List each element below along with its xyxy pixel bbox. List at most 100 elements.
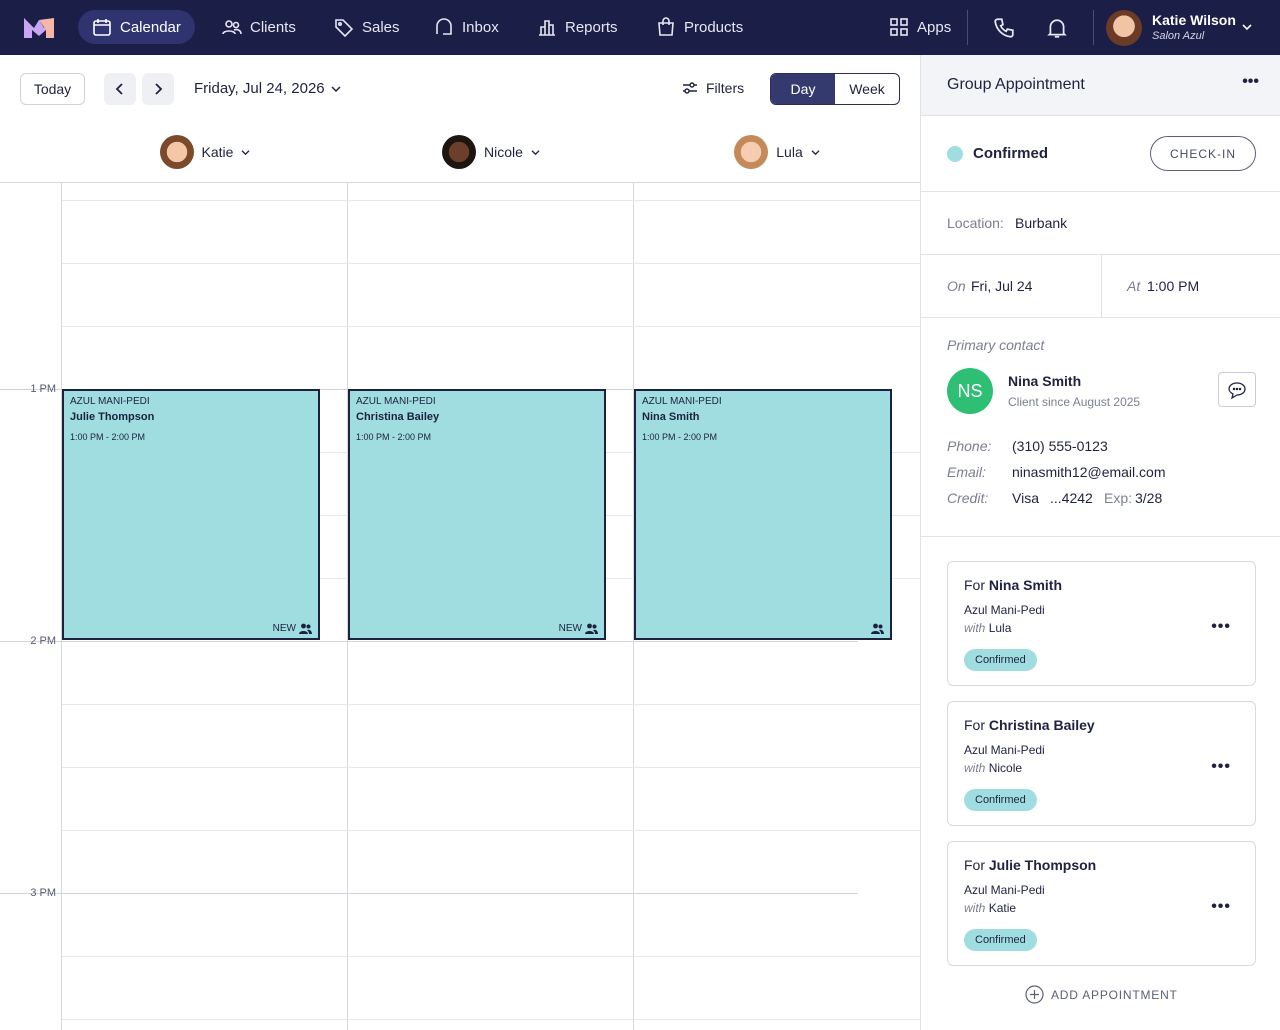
contact-initials: NS [947, 368, 993, 414]
status-label: Confirmed [973, 145, 1048, 162]
booking-card: For Christina Bailey Azul Mani-Pedi with N… [947, 701, 1256, 826]
staff-filter[interactable]: Nicole [348, 135, 634, 169]
prev-button[interactable] [104, 73, 136, 105]
phone-icon[interactable] [993, 17, 1015, 39]
user-menu-chevron[interactable] [1241, 22, 1253, 32]
nav-label: Calendar [120, 18, 181, 36]
group-icon [299, 623, 312, 634]
on-value: Fri, Jul 24 [971, 278, 1033, 294]
staff-filter[interactable]: Lula [634, 135, 920, 169]
today-button[interactable]: Today [20, 73, 85, 105]
booking-for: For [964, 577, 985, 593]
user-avatar[interactable] [1106, 10, 1142, 46]
credit-label: Credit: [947, 490, 989, 506]
view-week[interactable]: Week [835, 74, 899, 104]
booking-status: Confirmed [964, 649, 1037, 671]
chevron [811, 149, 820, 155]
email-value: ninasmith12@email.com [1012, 464, 1166, 480]
staff-filter[interactable]: Katie [62, 135, 348, 169]
nav-reports[interactable]: Reports [523, 10, 632, 44]
time-label: 3 PM [30, 887, 56, 899]
location-section: Location: Burbank [921, 192, 1280, 255]
view-day[interactable]: Day [771, 74, 835, 104]
card-type: Visa [1012, 490, 1039, 506]
with-label: with [964, 621, 986, 635]
new-badge: NEW [558, 623, 582, 634]
nav-label: Products [684, 18, 744, 36]
new-badge: NEW [272, 623, 296, 634]
phone-value: (310) 555-0123 [1012, 438, 1108, 454]
appointment-block[interactable]: AZUL MANI-PEDI Nina Smith 1:00 PM - 2:00 P… [634, 389, 892, 640]
checkin-button[interactable]: CHECK-IN [1150, 136, 1256, 171]
at-label: At [1127, 278, 1141, 294]
staff-name: Lula [988, 621, 1012, 635]
booking-card: For Nina Smith Azul Mani-Pedi with Lula Con… [947, 561, 1256, 686]
booking-service: Azul Mani-Pedi [964, 603, 1045, 617]
staff-name: Katie [988, 901, 1017, 915]
booking-for: For [964, 857, 985, 873]
slot-line [62, 767, 920, 768]
email-label: Email: [947, 464, 986, 480]
slot-line [62, 830, 920, 831]
nav-inbox[interactable]: Inbox [420, 10, 513, 44]
time-label: 2 PM [30, 635, 56, 647]
button-label: Today [33, 81, 72, 97]
date-picker[interactable]: Friday, Jul 24, 2026 [194, 80, 341, 97]
panel-header: Group Appointment ••• [921, 55, 1280, 116]
chevron [531, 149, 540, 155]
nav-apps[interactable]: Apps [875, 10, 965, 44]
status-text: Confirmed [975, 934, 1026, 946]
panel-menu[interactable]: ••• [1242, 73, 1259, 90]
staff-avatar [159, 135, 194, 169]
booking-card: For Julie Thompson Azul Mani-Pedi with Kat… [947, 841, 1256, 966]
add-appointment[interactable]: ADD APPOINTMENT [1025, 985, 1178, 1004]
with-label: with [964, 761, 986, 775]
contact-heading: Primary contact [947, 337, 1045, 353]
slot-line [62, 200, 920, 201]
appointment-time: 1:00 PM - 2:00 PM [642, 432, 718, 442]
booking-client: Julie Thompson [988, 857, 1097, 873]
contact-name[interactable]: Nina Smith [1008, 373, 1082, 389]
appointment-block[interactable]: AZUL MANI-PEDI Julie Thompson 1:00 PM - 2:… [62, 389, 320, 640]
view-toggle: Day Week [770, 73, 900, 105]
view-label: Week [849, 81, 885, 97]
booking-menu[interactable]: ••• [1211, 898, 1231, 915]
next-button[interactable] [142, 73, 174, 105]
group-icon [871, 623, 884, 634]
column-line [61, 182, 62, 1030]
salon-name: Salon Azul [1152, 30, 1205, 42]
nav-calendar[interactable]: Calendar [78, 10, 195, 44]
divider [967, 10, 968, 45]
group-icon [585, 623, 598, 634]
nav-products[interactable]: Products [642, 10, 757, 44]
booking-title: For Nina Smith [964, 577, 1062, 593]
initials-text: NS [957, 380, 983, 401]
divider [1101, 255, 1102, 318]
appointment-block[interactable]: AZUL MANI-PEDI Christina Bailey 1:00 PM - … [348, 389, 606, 640]
staff-avatar [442, 135, 477, 169]
nav-sales[interactable]: Sales [320, 10, 414, 44]
location-label: Location: [947, 215, 1004, 231]
on-label: On [947, 278, 966, 294]
message-button[interactable] [1218, 372, 1256, 407]
logo[interactable] [24, 16, 54, 38]
booking-status: Confirmed [964, 789, 1037, 811]
nav-label: Clients [250, 18, 296, 36]
filters-button[interactable]: Filters [682, 80, 744, 96]
booking-menu[interactable]: ••• [1211, 758, 1231, 775]
add-label: ADD APPOINTMENT [1051, 987, 1178, 1002]
booking-service: Azul Mani-Pedi [964, 743, 1045, 757]
bell-icon[interactable] [1046, 17, 1068, 39]
nav-clients[interactable]: Clients [208, 10, 310, 44]
nav-label: Reports [565, 18, 618, 36]
booking-service: Azul Mani-Pedi [964, 883, 1045, 897]
status-dot [947, 146, 963, 162]
hour-line [0, 893, 858, 894]
time-label: 1 PM [30, 383, 56, 395]
appointment-service: AZUL MANI-PEDI [642, 396, 722, 407]
client-since: Client since August 2025 [1008, 395, 1141, 409]
booking-menu[interactable]: ••• [1211, 618, 1231, 635]
appointment-time: 1:00 PM - 2:00 PM [356, 432, 432, 442]
calendar: Today Friday, Jul 24, 2026 Filters Day W… [0, 55, 920, 1030]
